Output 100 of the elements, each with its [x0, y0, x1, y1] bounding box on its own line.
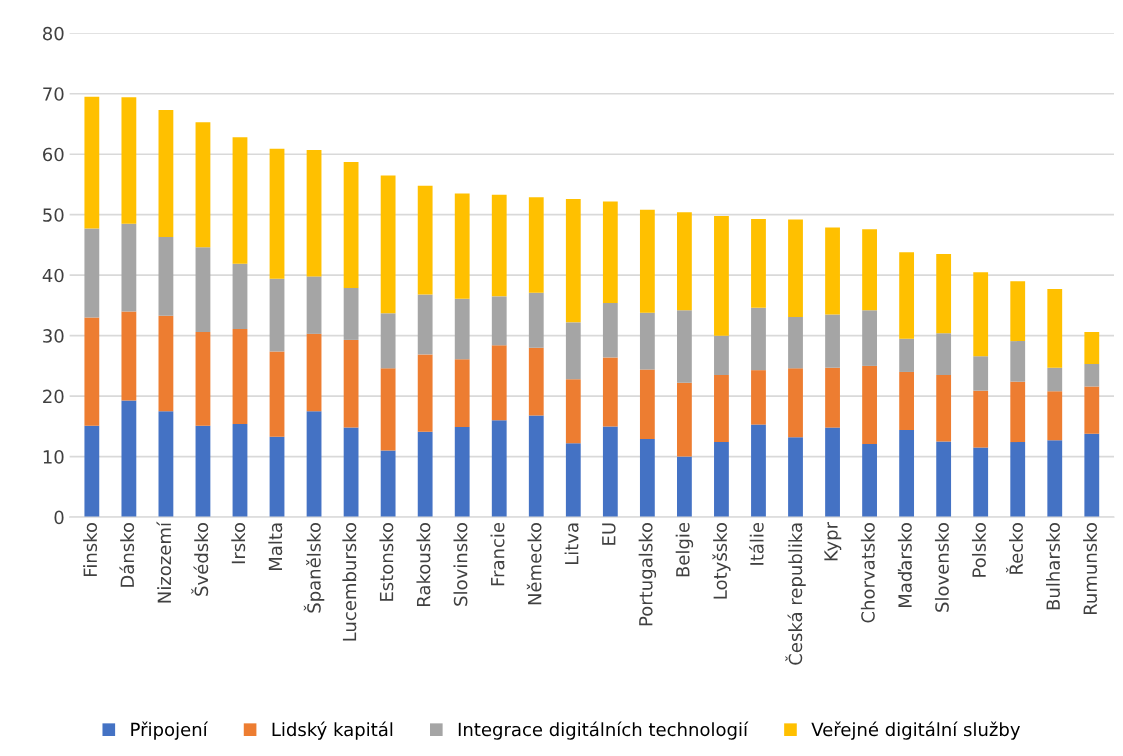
- x-tick-label: Švédsko: [191, 522, 209, 596]
- bar: [1010, 381, 1026, 443]
- x-tick-label: Kypr: [824, 521, 842, 561]
- bar: [121, 223, 137, 312]
- legend-label: Připojení: [131, 721, 209, 740]
- bar: [1084, 433, 1100, 518]
- bar: [195, 425, 211, 518]
- bar: [528, 415, 544, 518]
- x-tick-label: EU: [602, 523, 616, 545]
- bar: [1047, 440, 1063, 518]
- bar: [195, 122, 211, 248]
- bar: [862, 443, 877, 518]
- bar: [454, 359, 470, 427]
- bar: [380, 175, 396, 314]
- bar: [825, 314, 840, 368]
- y-tick-label: 80: [43, 26, 64, 41]
- y-tick-label: 40: [42, 268, 64, 283]
- x-tick-label: Irsko: [231, 522, 246, 564]
- legend-label: Integrace digitálních technologií: [458, 721, 749, 740]
- bar: [306, 276, 322, 334]
- bar: [454, 298, 470, 360]
- x-tick-label: Slovinsko: [453, 522, 468, 606]
- bar: [269, 351, 285, 437]
- bar: [121, 97, 137, 224]
- bar: [973, 356, 989, 391]
- bar: [862, 365, 877, 444]
- bar: [899, 371, 915, 431]
- x-tick-label: Itálie: [749, 522, 764, 565]
- bar: [1010, 442, 1026, 518]
- bar: [195, 332, 211, 426]
- bar: [232, 263, 248, 330]
- bar: [973, 447, 989, 518]
- bar: [677, 382, 692, 457]
- y-tick-label: 30: [43, 329, 64, 343]
- x-tick-label: Rakousko: [416, 522, 431, 606]
- bar: [714, 442, 729, 518]
- bar: [491, 296, 507, 346]
- bar: [936, 254, 952, 334]
- x-tick-label: Belgie: [675, 522, 694, 577]
- x-tick-label: Dánsko: [119, 522, 135, 587]
- bar: [936, 333, 952, 375]
- bar: [343, 162, 359, 288]
- bar: [269, 148, 285, 279]
- bar: [788, 368, 803, 438]
- bar: [751, 218, 766, 308]
- bar: [84, 317, 100, 426]
- bar: [565, 198, 581, 323]
- bar: [528, 197, 544, 293]
- bar: [121, 311, 137, 401]
- bar: [269, 436, 285, 518]
- bar: [417, 354, 433, 432]
- bar: [714, 335, 729, 375]
- bar: [565, 379, 581, 444]
- y-tick-label: 0: [54, 510, 64, 525]
- x-tick-label: Malta: [268, 523, 283, 570]
- bar: [454, 193, 470, 299]
- bar: [528, 292, 544, 348]
- x-tick-label: Lucembursko: [342, 522, 357, 641]
- bar: [158, 315, 174, 412]
- x-tick-label: Nizozemí: [156, 521, 172, 603]
- bar: [714, 374, 729, 443]
- y-tick-label: 70: [43, 87, 64, 101]
- bar: [417, 431, 433, 518]
- bar: [380, 368, 396, 451]
- x-tick-label: Chorvatsko: [860, 522, 875, 623]
- bar: [380, 450, 396, 518]
- x-tick-label: Německo: [526, 522, 542, 605]
- bar: [1047, 391, 1063, 441]
- bar: [825, 427, 840, 518]
- bar: [714, 215, 729, 336]
- bar: [306, 333, 322, 412]
- bar: [158, 237, 174, 316]
- y-tick-label: 50: [43, 208, 64, 222]
- y-tick-label: 10: [43, 450, 64, 464]
- bar: [936, 374, 952, 442]
- x-tick-label: Slovensko: [934, 522, 949, 612]
- bar: [788, 437, 803, 518]
- bar: [454, 426, 470, 518]
- bar: [677, 456, 692, 518]
- bar: [1010, 341, 1026, 382]
- bar: [862, 310, 877, 366]
- bar: [825, 367, 840, 428]
- bar: [1084, 364, 1100, 387]
- bar: [602, 357, 618, 427]
- bar: [343, 427, 359, 518]
- legend-label: Veřejné digitální služby: [811, 721, 1020, 740]
- bar: [677, 310, 692, 383]
- bar: [491, 345, 507, 421]
- bar: [639, 369, 655, 440]
- bar: [825, 227, 840, 315]
- bar: [1047, 367, 1063, 392]
- bar: [1084, 332, 1100, 365]
- bar: [232, 423, 248, 518]
- bar: [899, 252, 915, 339]
- x-tick-label: Česká republika: [785, 523, 806, 665]
- bar: [788, 219, 803, 317]
- bar: [84, 96, 100, 229]
- bar: [751, 307, 766, 371]
- x-tick-label: Finsko: [83, 522, 98, 576]
- x-tick-label: Portugalsko: [638, 522, 657, 626]
